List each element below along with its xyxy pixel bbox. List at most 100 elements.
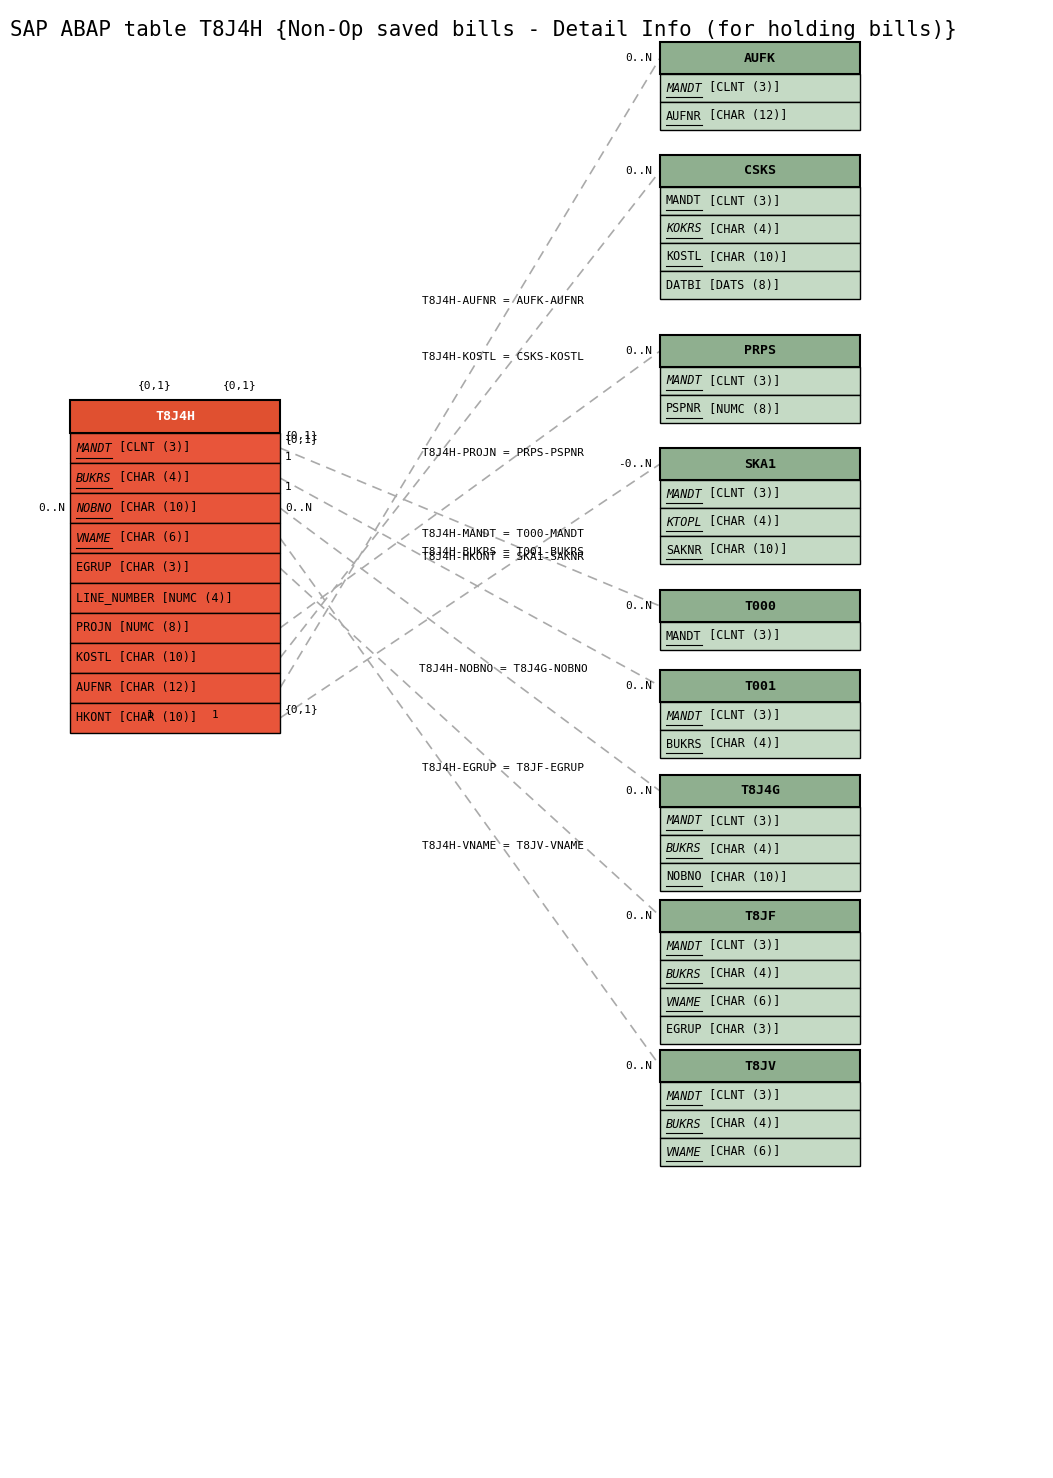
Text: [CLNT (3)]: [CLNT (3)] [701,374,780,387]
Text: [CHAR (4)]: [CHAR (4)] [701,516,780,529]
Text: MANDT: MANDT [665,488,701,501]
Text: T8J4H: T8J4H [155,409,195,423]
Text: T8J4H-HKONT = SKA1-SAKNR: T8J4H-HKONT = SKA1-SAKNR [422,551,584,562]
Text: KTOPL: KTOPL [665,516,701,529]
Bar [69,433,280,463]
Text: {0,1}: {0,1} [285,704,319,714]
Bar [660,367,860,395]
Text: LINE_NUMBER [NUMC (4)]: LINE_NUMBER [NUMC (4)] [76,591,233,605]
Text: KOKRS: KOKRS [665,223,701,235]
Bar [660,774,860,807]
Bar [660,537,860,565]
Text: EGRUP [CHAR (3)]: EGRUP [CHAR (3)] [76,562,190,575]
Text: MANDT: MANDT [665,814,701,828]
Text: MANDT: MANDT [665,374,701,387]
Text: MANDT: MANDT [665,709,701,723]
Bar [660,102,860,130]
Text: EGRUP [CHAR (3)]: EGRUP [CHAR (3)] [665,1023,780,1036]
Bar [660,1082,860,1110]
Text: AUFNR [CHAR (12)]: AUFNR [CHAR (12)] [76,681,197,695]
Text: T8J4H-BUKRS = T001-BUKRS: T8J4H-BUKRS = T001-BUKRS [422,547,584,557]
Text: T8J4H-PROJN = PRPS-PSPNR: T8J4H-PROJN = PRPS-PSPNR [422,448,584,458]
Text: {0,1}: {0,1} [285,435,319,443]
Text: {0,1}: {0,1} [138,380,172,390]
Bar [660,590,860,622]
Text: [CHAR (10)]: [CHAR (10)] [701,250,788,263]
Bar [660,74,860,102]
Text: PSPNR: PSPNR [665,402,701,415]
Text: [CLNT (3)]: [CLNT (3)] [701,709,780,723]
Bar [660,730,860,758]
Bar [660,214,860,242]
Text: BUKRS: BUKRS [665,968,701,980]
Text: [CHAR (6)]: [CHAR (6)] [112,532,190,544]
Text: [CHAR (12)]: [CHAR (12)] [701,109,788,123]
Text: 0..N: 0..N [625,346,652,356]
Text: AUFNR: AUFNR [665,109,701,123]
Text: [CLNT (3)]: [CLNT (3)] [701,940,780,952]
Text: T8J4H-KOSTL = CSKS-KOSTL: T8J4H-KOSTL = CSKS-KOSTL [422,352,584,362]
Text: [CHAR (6)]: [CHAR (6)] [701,1145,780,1159]
Text: 0..N: 0..N [625,786,652,797]
Text: PROJN [NUMC (8)]: PROJN [NUMC (8)] [76,622,190,634]
Bar [660,1049,860,1082]
Bar [69,401,280,433]
Bar [69,463,280,494]
Bar [660,1015,860,1043]
Text: [CLNT (3)]: [CLNT (3)] [701,1089,780,1103]
Text: 1: 1 [146,709,154,720]
Text: {0,1}: {0,1} [223,380,257,390]
Text: SAKNR: SAKNR [665,544,701,557]
Bar [660,155,860,188]
Bar [660,336,860,367]
Text: 0..N: 0..N [625,602,652,610]
Text: 0..N: 0..N [625,910,652,921]
Text: 0..N: 0..N [625,681,652,692]
Text: NOBNO: NOBNO [665,871,701,884]
Text: T8J4G: T8J4G [740,785,780,798]
Text: [CHAR (10)]: [CHAR (10)] [112,501,197,514]
Bar [69,523,280,553]
Text: 1: 1 [285,482,292,492]
Bar [660,835,860,863]
Bar [660,933,860,961]
Text: 1: 1 [285,452,292,463]
Bar [660,270,860,299]
Text: MANDT: MANDT [665,195,701,207]
Text: SKA1: SKA1 [744,458,776,470]
Bar [660,41,860,74]
Bar [69,643,280,672]
Bar [660,508,860,537]
Bar [660,863,860,891]
Bar [660,987,860,1015]
Bar [69,494,280,523]
Text: [CHAR (4)]: [CHAR (4)] [112,471,190,485]
Text: DATBI [DATS (8)]: DATBI [DATS (8)] [665,278,780,291]
Text: 0..N: 0..N [625,1061,652,1072]
Bar [660,702,860,730]
Text: T8JV: T8JV [744,1060,776,1073]
Text: AUFK: AUFK [744,52,776,65]
Text: [CHAR (4)]: [CHAR (4)] [701,968,780,980]
Text: MANDT: MANDT [665,630,701,643]
Bar [660,622,860,650]
Text: PRPS: PRPS [744,344,776,358]
Text: [CLNT (3)]: [CLNT (3)] [701,630,780,643]
Bar [69,582,280,613]
Bar [660,1110,860,1138]
Text: [CHAR (4)]: [CHAR (4)] [701,223,780,235]
Text: T8JF: T8JF [744,909,776,922]
Text: T8J4H-NOBNO = T8J4G-NOBNO: T8J4H-NOBNO = T8J4G-NOBNO [419,664,588,674]
Bar [660,448,860,480]
Bar [660,900,860,933]
Text: HKONT [CHAR (10)]: HKONT [CHAR (10)] [76,711,197,724]
Text: VNAME: VNAME [665,1145,701,1159]
Text: T001: T001 [744,680,776,693]
Text: [CHAR (4)]: [CHAR (4)] [701,738,780,751]
Text: BUKRS: BUKRS [76,471,112,485]
Bar [660,1138,860,1166]
Text: 0..N: 0..N [625,166,652,176]
Text: 0..N: 0..N [625,53,652,64]
Text: [CLNT (3)]: [CLNT (3)] [701,488,780,501]
Text: [CLNT (3)]: [CLNT (3)] [701,195,780,207]
